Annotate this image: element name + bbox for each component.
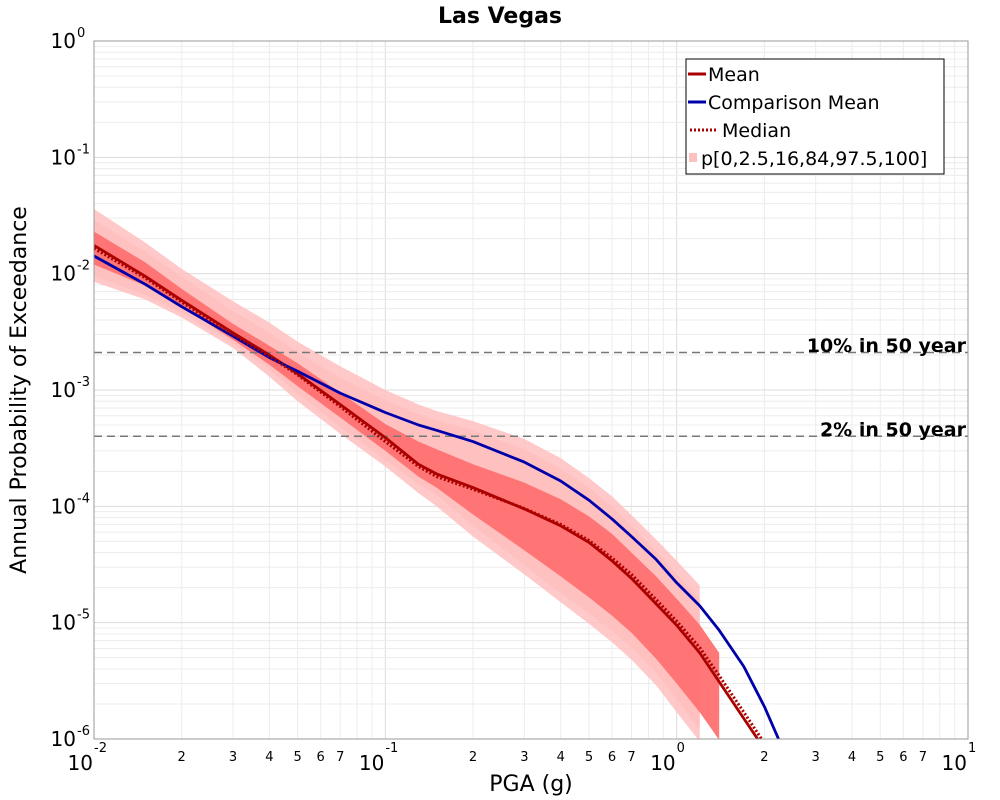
x-tick-label: 10 xyxy=(942,751,967,775)
x-tick-label: 10 xyxy=(650,751,675,775)
y-axis-label: Annual Probability of Exceedance xyxy=(7,206,32,574)
x-tick-exponent: -2 xyxy=(94,741,107,756)
x-tick-exponent: 1 xyxy=(968,741,976,756)
x-minor-tick-label: 6 xyxy=(899,750,907,765)
x-minor-tick-label: 5 xyxy=(585,750,593,765)
y-tick-exponent: -1 xyxy=(77,142,90,157)
x-minor-tick-label: 3 xyxy=(229,750,237,765)
x-minor-tick-label: 7 xyxy=(627,750,635,765)
reference-line-label: 10% in 50 year xyxy=(807,335,967,357)
y-tick-exponent: -4 xyxy=(77,491,90,506)
y-tick-label: 10 xyxy=(51,611,76,635)
x-minor-tick-label: 4 xyxy=(265,750,273,765)
y-tick-label: 10 xyxy=(51,727,76,751)
y-tick-label: 10 xyxy=(51,494,76,518)
x-minor-tick-label: 7 xyxy=(336,750,344,765)
x-minor-tick-label: 2 xyxy=(178,750,186,765)
series-line-median xyxy=(94,247,764,739)
reference-lines: 10% in 50 year 2% in 50 year xyxy=(94,335,968,441)
x-tick-exponent: 0 xyxy=(677,741,685,756)
x-tick-exponent: -1 xyxy=(385,741,398,756)
y-tick-exponent: 0 xyxy=(77,26,85,41)
legend-label-median: Median xyxy=(722,120,791,142)
y-tick-label: 10 xyxy=(51,262,76,286)
x-minor-tick-label: 6 xyxy=(608,750,616,765)
series-lines xyxy=(94,244,781,739)
x-minor-tick-label: 4 xyxy=(848,750,856,765)
x-minor-tick-label: 3 xyxy=(520,750,528,765)
plot-frame xyxy=(93,40,969,740)
x-tick-label: 10 xyxy=(68,751,93,775)
x-minor-tick-label: 5 xyxy=(293,750,301,765)
x-minor-tick-label: 5 xyxy=(876,750,884,765)
x-minor-tick-label: 2 xyxy=(469,750,477,765)
legend-label-percentile-band: p[0,2.5,16,84,97.5,100] xyxy=(701,148,927,170)
x-minor-tick-label: 6 xyxy=(317,750,325,765)
legend-swatch-percentile-band xyxy=(689,153,697,162)
x-minor-tick-label: 7 xyxy=(919,750,927,765)
y-tick-label: 10 xyxy=(51,29,76,53)
x-minor-tick-label: 4 xyxy=(557,750,565,765)
y-tick-exponent: -6 xyxy=(77,724,90,739)
legend: Mean Comparison Mean Median p[0,2.5,16,8… xyxy=(685,58,945,175)
chart-title: Las Vegas xyxy=(438,4,562,29)
y-tick-label: 10 xyxy=(51,378,76,402)
legend-label-mean: Mean xyxy=(708,64,760,86)
legend-box xyxy=(685,58,945,175)
reference-line-label: 2% in 50 year xyxy=(820,419,967,441)
y-tick-exponent: -5 xyxy=(77,608,90,623)
x-minor-tick-label: 2 xyxy=(760,750,768,765)
y-tick-exponent: -2 xyxy=(77,259,90,274)
legend-label-comparison-mean: Comparison Mean xyxy=(708,92,880,114)
y-tick-exponent: -3 xyxy=(77,375,90,390)
y-tick-label: 10 xyxy=(51,145,76,169)
x-minor-tick-label: 3 xyxy=(812,750,820,765)
x-tick-label: 10 xyxy=(359,751,384,775)
x-axis-label: PGA (g) xyxy=(489,772,573,797)
